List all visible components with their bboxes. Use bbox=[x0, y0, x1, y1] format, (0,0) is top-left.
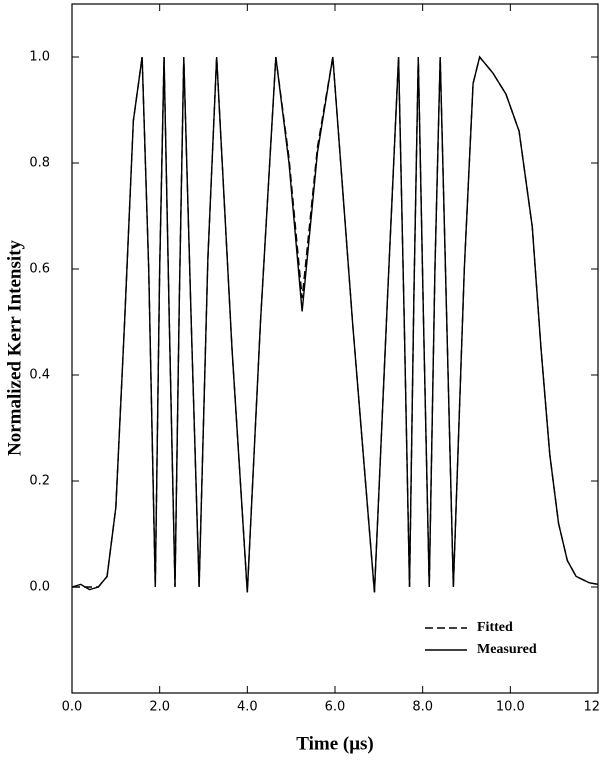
x-tick-label: 10.0 bbox=[496, 700, 525, 715]
y-tick-label: 0.4 bbox=[29, 368, 50, 383]
y-tick-label: 0.2 bbox=[29, 474, 50, 489]
y-tick-label: 1.0 bbox=[29, 50, 50, 65]
x-tick-label: 0.0 bbox=[62, 700, 83, 715]
series-line bbox=[71, 55, 599, 593]
x-tick-label: 4.0 bbox=[237, 700, 258, 715]
x-axis-label: Time (μs) bbox=[296, 733, 373, 754]
x-tick-label: 12.0 bbox=[584, 700, 600, 715]
x-tick-label: 6.0 bbox=[325, 700, 346, 715]
x-tick-label: 8.0 bbox=[412, 700, 433, 715]
legend-label: Measured bbox=[477, 642, 537, 657]
y-tick-label: 0.8 bbox=[29, 156, 50, 171]
x-tick-label: 2.0 bbox=[149, 700, 170, 715]
y-axis-label: Normalized Kerr Intensity bbox=[4, 240, 25, 456]
y-tick-label: 0.0 bbox=[29, 580, 50, 595]
legend-label: Fitted bbox=[477, 620, 513, 635]
y-tick-label: 0.6 bbox=[29, 262, 50, 277]
series-line bbox=[72, 55, 599, 593]
